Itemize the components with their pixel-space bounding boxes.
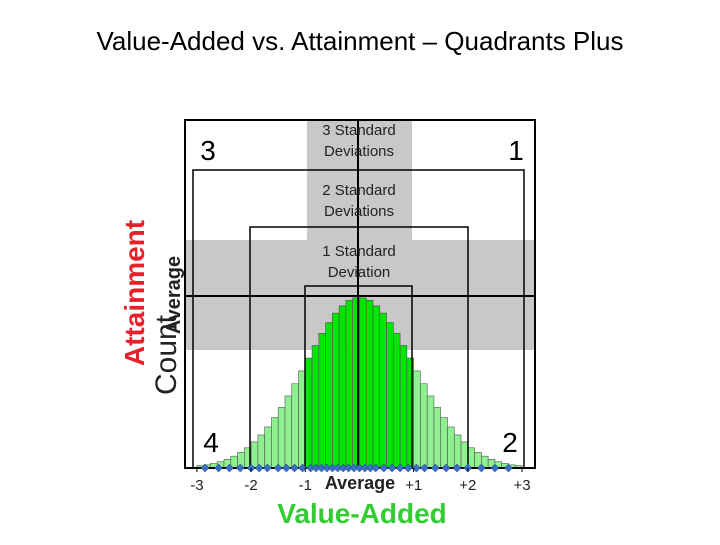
- marker: [200, 463, 210, 473]
- marker: [395, 463, 405, 473]
- quadrant-label: 2: [502, 427, 518, 458]
- marker: [225, 463, 234, 473]
- marker: [430, 463, 440, 473]
- bar: [413, 370, 421, 469]
- marker: [298, 463, 307, 473]
- sd-band: [307, 120, 412, 296]
- bar: [250, 441, 259, 469]
- marker: [420, 463, 429, 473]
- bar: [460, 441, 469, 469]
- marker: [235, 463, 245, 473]
- bar: [393, 333, 401, 469]
- bar: [257, 434, 265, 469]
- bar: [379, 312, 387, 469]
- marker: [254, 463, 264, 473]
- bar: [277, 407, 286, 469]
- x-tick-label: +3: [513, 477, 530, 494]
- bar: [311, 345, 320, 469]
- bar: [338, 305, 347, 469]
- marker: [387, 463, 397, 473]
- bar: [386, 322, 394, 469]
- bar: [447, 426, 455, 469]
- x-tick-label: +1: [405, 477, 422, 494]
- count-label: Count: [150, 314, 183, 395]
- x-tick-label: -3: [190, 477, 203, 494]
- x-tick-label: -2: [244, 477, 257, 494]
- y-average-label: Average: [163, 256, 185, 334]
- chart-title: Value-Added vs. Attainment – Quadrants P…: [96, 26, 623, 56]
- bar: [318, 333, 326, 469]
- bar: [399, 345, 408, 469]
- band-label: 3 Standard Deviations: [322, 122, 395, 160]
- marker: [452, 463, 462, 473]
- marker: [403, 463, 413, 473]
- bar: [284, 395, 293, 469]
- marker: [411, 463, 421, 473]
- bar: [453, 434, 462, 469]
- band-label: 2 Standard Deviations: [322, 182, 395, 220]
- marker: [290, 463, 299, 473]
- bar: [264, 426, 272, 469]
- bar: [304, 357, 313, 469]
- marker: [281, 463, 291, 473]
- y-axis-label: Attainment: [119, 220, 150, 366]
- marker: [441, 463, 451, 473]
- bar: [433, 407, 442, 469]
- bar: [372, 305, 381, 469]
- bar: [325, 322, 333, 469]
- marker: [273, 463, 283, 473]
- marker: [371, 463, 381, 473]
- marker: [262, 463, 272, 473]
- bar: [420, 383, 428, 469]
- bar: [440, 417, 448, 469]
- marker: [477, 463, 486, 473]
- bar: [359, 297, 367, 469]
- x-tick-label: +2: [459, 477, 476, 494]
- quadrant-label: 1: [508, 135, 524, 166]
- bar: [365, 299, 374, 469]
- marker: [490, 463, 500, 473]
- bar: [271, 417, 279, 469]
- band-label: 1 Standard Deviation: [322, 243, 395, 281]
- x-average-label: Average: [325, 473, 395, 493]
- bars: [196, 297, 523, 469]
- x-tick-label: -1: [299, 477, 312, 494]
- marker: [504, 463, 513, 473]
- bar: [345, 299, 353, 469]
- quadrant-label: 3: [200, 135, 216, 166]
- bar: [291, 383, 299, 469]
- marker: [214, 463, 223, 473]
- marker: [379, 463, 389, 473]
- x-axis-label: Value-Added: [277, 498, 447, 529]
- bar: [426, 395, 435, 469]
- bar: [332, 312, 340, 469]
- quadrant-label: 4: [203, 427, 219, 458]
